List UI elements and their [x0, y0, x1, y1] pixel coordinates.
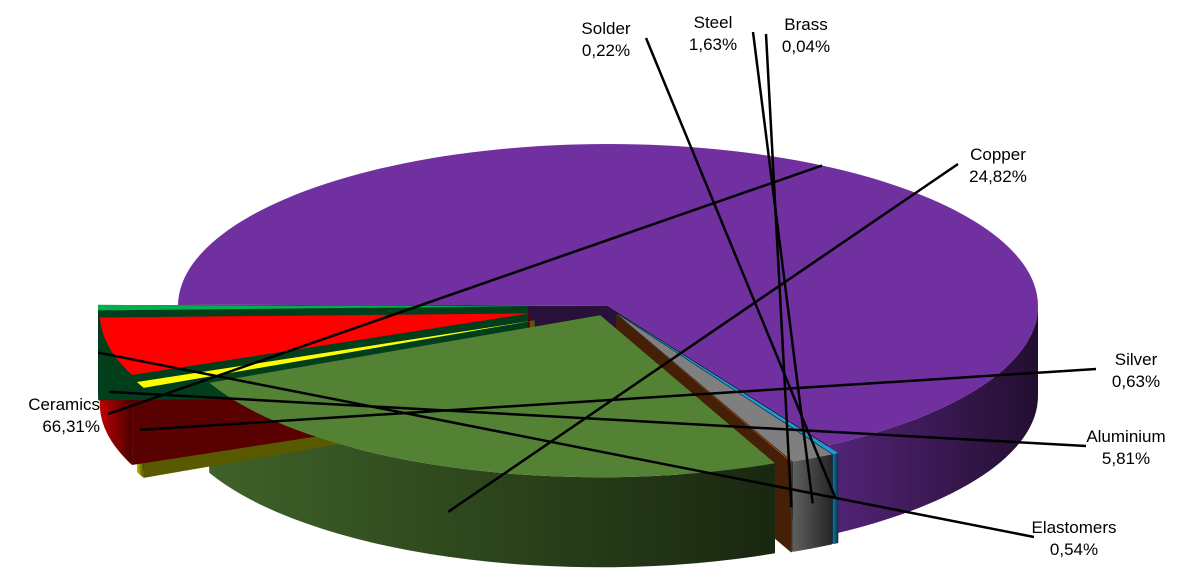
leader-line-silver — [140, 367, 1097, 432]
slice-label-ceramics: Ceramics — [28, 395, 100, 414]
leader-line-aluminium — [108, 390, 1087, 448]
slice-solder — [618, 313, 839, 455]
slice-aluminium — [99, 313, 530, 376]
slice-silver — [136, 320, 535, 388]
slice-label-solder: Solder — [581, 19, 630, 38]
slice-value-aluminium: 5,81% — [1102, 449, 1150, 468]
slice-value-solder: 0,22% — [582, 41, 630, 60]
pie-labels: Ceramics 66,31% Solder 0,22% Steel 1,63% Brass… — [28, 13, 1165, 559]
leader-line-ceramics — [107, 164, 823, 416]
slice-value-copper: 24,82% — [969, 167, 1027, 186]
slice-copper — [209, 315, 775, 478]
leader-line-elastomers — [97, 351, 1035, 539]
slice-value-silver: 0,63% — [1112, 372, 1160, 391]
pie-leader-lines — [97, 31, 1097, 539]
slice-copper-side — [209, 382, 775, 568]
slice-label-aluminium: Aluminium — [1086, 427, 1165, 446]
leader-line-copper — [447, 162, 959, 513]
slice-value-brass: 0,04% — [782, 37, 830, 56]
slice-label-silver: Silver — [1115, 350, 1158, 369]
slice-label-elastomers: Elastomers — [1031, 518, 1116, 537]
slice-ceramics-side — [828, 306, 1038, 536]
slice-label-steel: Steel — [694, 13, 733, 32]
slice-brass — [616, 314, 792, 463]
leader-line-solder — [644, 37, 837, 499]
slice-value-steel: 1,63% — [689, 35, 737, 54]
slice-steel — [617, 314, 833, 462]
slice-ceramics — [178, 144, 1038, 446]
slice-value-ceramics: 66,31% — [42, 417, 100, 436]
slice-label-brass: Brass — [784, 15, 827, 34]
slice-value-elastomers: 0,54% — [1050, 540, 1098, 559]
slice-label-copper: Copper — [970, 145, 1026, 164]
leader-line-steel — [751, 31, 814, 504]
